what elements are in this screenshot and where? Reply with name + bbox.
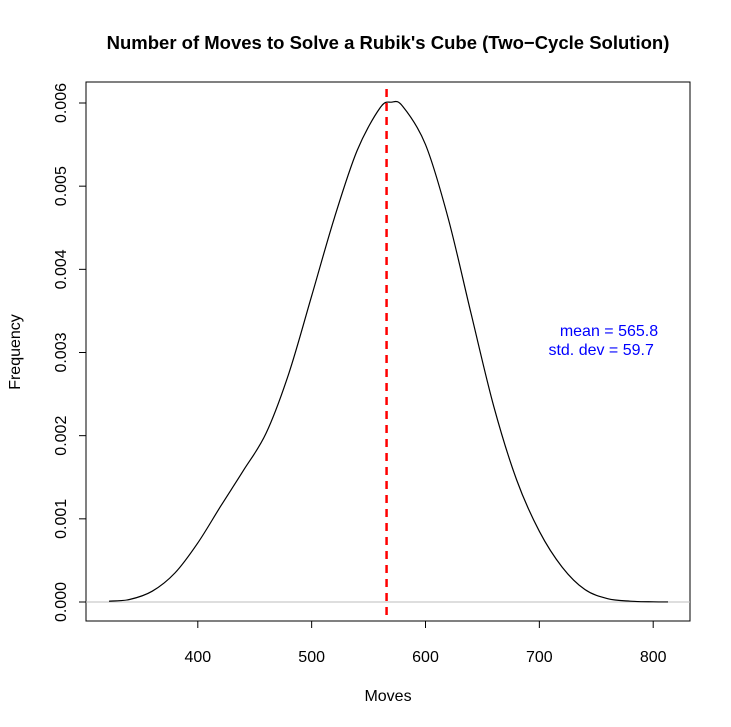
plot-frame — [85, 81, 691, 622]
x-axis: 400 500 600 700 800 — [184, 621, 667, 666]
y-tick-label-5: 0.005 — [53, 166, 70, 206]
chart-title: Number of Moves to Solve a Rubik's Cube … — [107, 32, 670, 53]
y-tick-label-0: 0.000 — [53, 582, 70, 622]
y-axis: 0.000 0.001 0.002 0.003 0.004 0.005 0.006 — [53, 83, 86, 622]
density-curve-0 — [108, 100, 669, 603]
x-tick-label-400: 400 — [184, 649, 211, 666]
y-tick-label-4: 0.004 — [53, 249, 70, 289]
x-axis-label: Moves — [364, 688, 411, 705]
x-tick-label-600: 600 — [412, 649, 439, 666]
y-tick-label-3: 0.003 — [53, 332, 70, 372]
y-tick-label-1: 0.001 — [53, 499, 70, 539]
x-tick-label-800: 800 — [640, 649, 667, 666]
annotation-0: mean = 565.8 — [560, 323, 658, 340]
x-tick-label-700: 700 — [526, 649, 553, 666]
y-axis-label: Frequency — [7, 314, 24, 390]
x-tick-label-500: 500 — [298, 649, 325, 666]
density-series — [108, 100, 669, 603]
annotations: mean = 565.8 std. dev = 59.7 — [548, 323, 658, 359]
y-tick-label-6: 0.006 — [53, 83, 70, 123]
annotation-1: std. dev = 59.7 — [548, 342, 654, 359]
y-tick-label-2: 0.002 — [53, 416, 70, 456]
